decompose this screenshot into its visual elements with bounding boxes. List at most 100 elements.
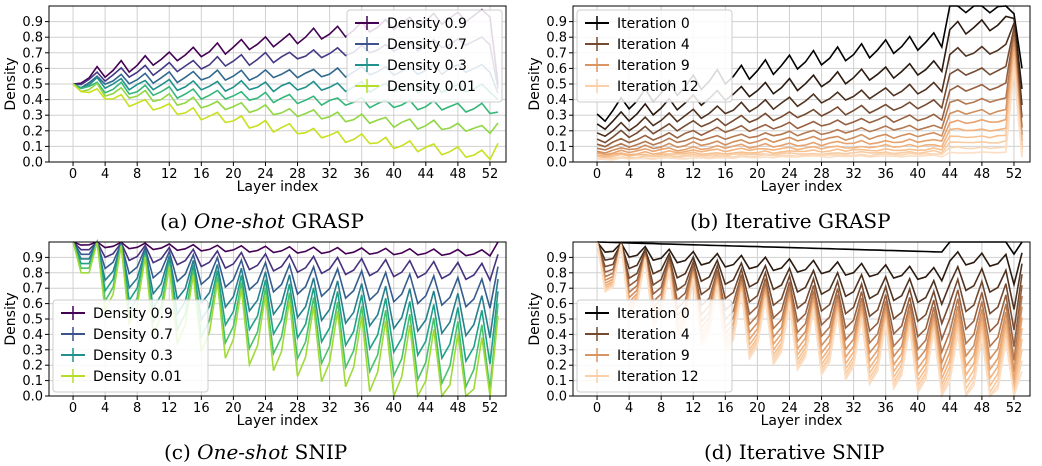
y-tick-label: 0.8 <box>22 266 43 281</box>
series-line-7 <box>72 83 499 161</box>
y-tick-label: 0.4 <box>546 328 567 343</box>
x-tick-label: 36 <box>353 167 370 182</box>
x-tick-label: 24 <box>257 167 274 182</box>
x-tick-label: 52 <box>1006 167 1023 182</box>
series-line-11 <box>597 60 1023 160</box>
legend-box <box>52 299 209 393</box>
x-tick-label: 44 <box>942 401 959 416</box>
x-tick-label: 12 <box>161 167 178 182</box>
panel-a: 0 4 8 12 16 20 24 28 32 36 40 44 48 520.00.10.20.30.4… <box>3 5 507 195</box>
x-axis-label: Layer index <box>237 413 319 429</box>
x-tick-label: 4 <box>101 401 109 416</box>
x-tick-label: 12 <box>685 167 702 182</box>
legend-label: Iteration 12 <box>617 369 699 385</box>
x-tick-label: 16 <box>717 167 734 182</box>
x-tick-label: 28 <box>813 167 830 182</box>
x-tick-label: 12 <box>161 401 178 416</box>
x-tick-label: 0 <box>69 401 77 416</box>
x-tick-label: 16 <box>193 401 210 416</box>
legend-label: Density 0.9 <box>387 16 467 32</box>
x-tick-label: 36 <box>353 401 370 416</box>
legend: Iteration 0 Iteration 4 Iteration 9 Iterati… <box>576 9 733 103</box>
y-tick-label: 0.3 <box>22 109 43 124</box>
series-line-3 <box>72 240 499 309</box>
x-tick-label: 0 <box>593 401 601 416</box>
x-tick-label: 52 <box>482 401 499 416</box>
y-tick-label: 0.0 <box>22 390 43 405</box>
y-tick-label: 0.6 <box>22 297 43 312</box>
y-tick-label: 0.8 <box>546 266 567 281</box>
y-tick-label: 0.0 <box>546 390 567 405</box>
x-tick-label: 48 <box>974 167 991 182</box>
series-line-5 <box>72 81 499 115</box>
legend-label: Density 0.9 <box>93 306 173 322</box>
y-tick-label: 0.6 <box>546 62 567 77</box>
caption-c: (c) One-shot SNIP <box>164 440 348 464</box>
x-tick-label: 8 <box>133 401 141 416</box>
legend-label: Density 0.01 <box>93 369 182 385</box>
x-tick-label: 24 <box>781 401 798 416</box>
panel-d: 0 4 8 12 16 20 24 28 32 36 40 44 48 520.00.10.20.30.4… <box>527 241 1031 429</box>
y-tick-label: 0.6 <box>546 297 567 312</box>
caption-b: (b) Iterative GRASP <box>690 209 891 233</box>
y-tick-label: 0.1 <box>546 140 567 155</box>
x-axis-label: Layer index <box>761 413 843 429</box>
series-line-4 <box>596 241 1023 331</box>
series-line-6 <box>596 37 1023 151</box>
x-tick-label: 48 <box>450 401 467 416</box>
series-line-4 <box>596 27 1023 144</box>
legend-label: Density 0.3 <box>387 58 467 74</box>
legend-label: Density 0.01 <box>387 79 476 95</box>
y-tick-label: 0.4 <box>546 93 567 108</box>
x-tick-label: 40 <box>909 167 926 182</box>
x-tick-label: 4 <box>625 401 633 416</box>
y-tick-label: 0.5 <box>546 313 567 328</box>
y-axis-label: Density <box>3 57 19 110</box>
series-line-9 <box>596 51 1023 158</box>
y-tick-label: 0.1 <box>546 374 567 389</box>
x-tick-label: 20 <box>225 401 242 416</box>
x-tick-label: 48 <box>974 401 991 416</box>
x-tick-label: 32 <box>845 167 862 182</box>
x-tick-label: 44 <box>418 401 435 416</box>
y-tick-label: 0.8 <box>546 31 567 46</box>
x-tick-label: 20 <box>749 401 766 416</box>
y-axis-label: Density <box>527 292 543 345</box>
x-tick-label: 0 <box>69 167 77 182</box>
y-tick-label: 0.2 <box>546 124 567 139</box>
legend-label: Density 0.7 <box>387 37 467 53</box>
series-line-10 <box>596 55 1023 159</box>
x-tick-label: 0 <box>593 167 601 182</box>
panel-b: 0 4 8 12 16 20 24 28 32 36 40 44 48 520.00.10.20.30.4… <box>527 5 1031 195</box>
x-tick-label: 32 <box>845 401 862 416</box>
caption-a: (a) One-shot GRASP <box>160 209 364 233</box>
legend-box <box>576 9 733 103</box>
y-tick-label: 0.4 <box>22 328 43 343</box>
y-tick-label: 0.7 <box>546 46 567 61</box>
series-line-5 <box>596 32 1023 148</box>
legend-label: Iteration 0 <box>617 306 690 322</box>
caption-d: (d) Iterative SNIP <box>704 440 885 464</box>
x-tick-label: 4 <box>101 167 109 182</box>
y-tick-label: 0.0 <box>22 156 43 171</box>
x-tick-label: 20 <box>749 167 766 182</box>
x-tick-label: 40 <box>385 401 402 416</box>
legend-label: Iteration 4 <box>617 327 690 343</box>
y-axis-label: Density <box>527 57 543 110</box>
series-line-7 <box>72 241 499 399</box>
legend: Iteration 0 Iteration 4 Iteration 9 Iterati… <box>576 299 733 393</box>
legend-label: Density 0.3 <box>93 348 173 364</box>
y-tick-label: 0.7 <box>546 282 567 297</box>
x-tick-label: 24 <box>781 167 798 182</box>
x-tick-label: 24 <box>257 401 274 416</box>
legend-label: Iteration 0 <box>617 16 690 32</box>
legend-label: Iteration 9 <box>617 348 690 364</box>
y-tick-label: 0.2 <box>22 359 43 374</box>
series-line-7 <box>596 41 1023 154</box>
legend-label: Iteration 9 <box>617 58 690 74</box>
x-axis-label: Layer index <box>761 179 843 195</box>
y-tick-label: 0.5 <box>546 78 567 93</box>
y-tick-label: 0.5 <box>22 313 43 328</box>
y-axis-label: Density <box>3 292 19 345</box>
x-tick-label: 8 <box>657 401 665 416</box>
